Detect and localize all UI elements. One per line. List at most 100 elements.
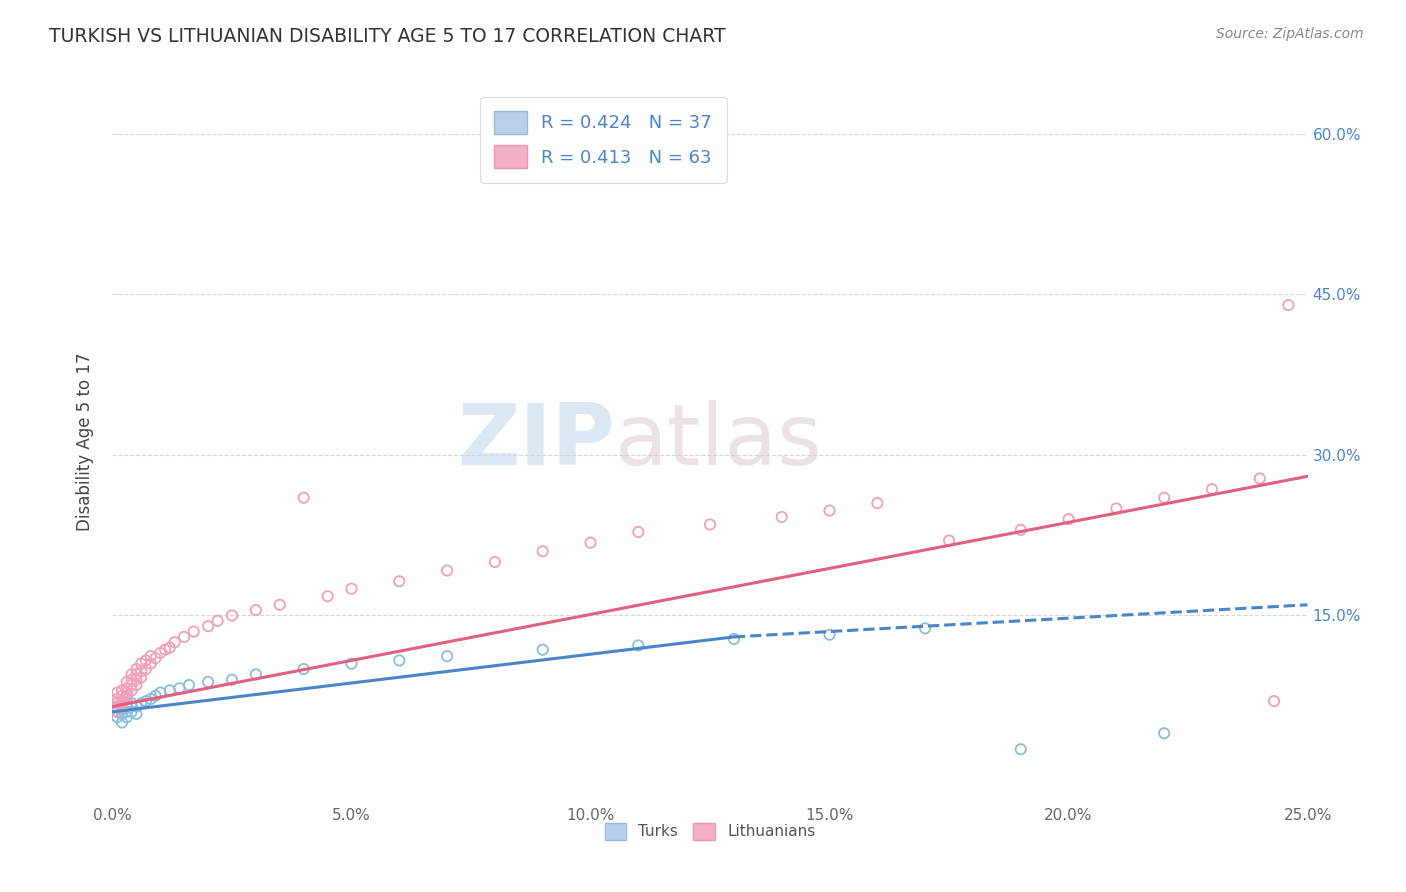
Point (1057, 512, 1080, 526)
Point (436, 649, 458, 664)
Point (105, 696, 128, 710)
Point (115, 692, 138, 706)
Point (388, 653, 411, 667)
Point (115, 674, 138, 689)
Point (699, 517, 721, 532)
Point (292, 491, 315, 505)
Point (183, 624, 205, 639)
Point (105, 692, 128, 706)
Point (531, 544, 554, 558)
Point (163, 635, 186, 649)
Point (135, 653, 157, 667)
Point (177, 678, 200, 692)
Point (125, 673, 148, 687)
Point (340, 657, 363, 671)
Point (531, 642, 554, 657)
Point (1263, 694, 1285, 708)
Point (115, 685, 138, 699)
Point (115, 681, 138, 696)
Point (197, 674, 219, 689)
Point (105, 710, 128, 724)
Point (125, 678, 148, 692)
Point (135, 662, 157, 676)
Point (111, 694, 134, 708)
Point (1153, 726, 1175, 740)
Point (115, 699, 138, 714)
Point (121, 667, 143, 681)
Point (129, 664, 152, 678)
Point (388, 574, 411, 589)
Point (159, 683, 181, 698)
Point (115, 710, 138, 724)
Point (1010, 742, 1032, 756)
Point (221, 673, 243, 687)
Point (115, 705, 138, 719)
Point (153, 642, 176, 657)
Point (818, 628, 841, 642)
Point (149, 685, 172, 699)
Point (579, 535, 602, 549)
Text: TURKISH VS LITHUANIAN DISABILITY AGE 5 TO 17 CORRELATION CHART: TURKISH VS LITHUANIAN DISABILITY AGE 5 T… (49, 27, 725, 45)
Point (1277, 298, 1299, 312)
Point (121, 683, 143, 698)
Point (269, 598, 291, 612)
Point (169, 681, 191, 696)
Point (245, 667, 267, 681)
Point (121, 705, 143, 719)
Point (115, 692, 138, 706)
Point (111, 696, 134, 710)
Point (221, 608, 243, 623)
Point (105, 705, 128, 719)
Point (125, 662, 148, 676)
Point (1153, 491, 1175, 505)
Point (627, 639, 650, 653)
Point (1249, 471, 1271, 485)
Point (121, 696, 143, 710)
Point (245, 603, 267, 617)
Point (914, 621, 936, 635)
Point (105, 705, 128, 719)
Text: atlas: atlas (614, 400, 823, 483)
Y-axis label: Disability Age 5 to 17: Disability Age 5 to 17 (76, 352, 94, 531)
Point (770, 510, 793, 524)
Point (207, 614, 229, 628)
Point (125, 706, 148, 721)
Point (938, 533, 960, 548)
Legend: Turks, Lithuanians: Turks, Lithuanians (599, 817, 821, 846)
Point (121, 673, 143, 687)
Point (111, 699, 134, 714)
Point (149, 646, 172, 660)
Point (145, 689, 167, 703)
Point (139, 692, 162, 706)
Point (115, 689, 138, 703)
Point (111, 694, 134, 708)
Point (292, 662, 315, 676)
Point (129, 696, 152, 710)
Point (129, 671, 152, 685)
Point (111, 715, 134, 730)
Point (105, 699, 128, 714)
Point (1201, 482, 1223, 496)
Point (125, 699, 148, 714)
Point (111, 689, 134, 703)
Point (135, 694, 157, 708)
Point (627, 524, 650, 539)
Point (111, 706, 134, 721)
Point (145, 651, 167, 665)
Point (436, 564, 458, 578)
Point (173, 630, 195, 644)
Point (105, 685, 128, 699)
Point (111, 683, 134, 698)
Point (197, 619, 219, 633)
Point (316, 589, 339, 603)
Point (139, 657, 162, 671)
Point (139, 649, 162, 664)
Point (723, 632, 745, 646)
Point (159, 640, 181, 655)
Point (125, 667, 148, 681)
Point (1105, 501, 1128, 516)
Point (121, 678, 143, 692)
Point (340, 582, 363, 596)
Point (1010, 523, 1032, 537)
Text: ZIP: ZIP (457, 400, 614, 483)
